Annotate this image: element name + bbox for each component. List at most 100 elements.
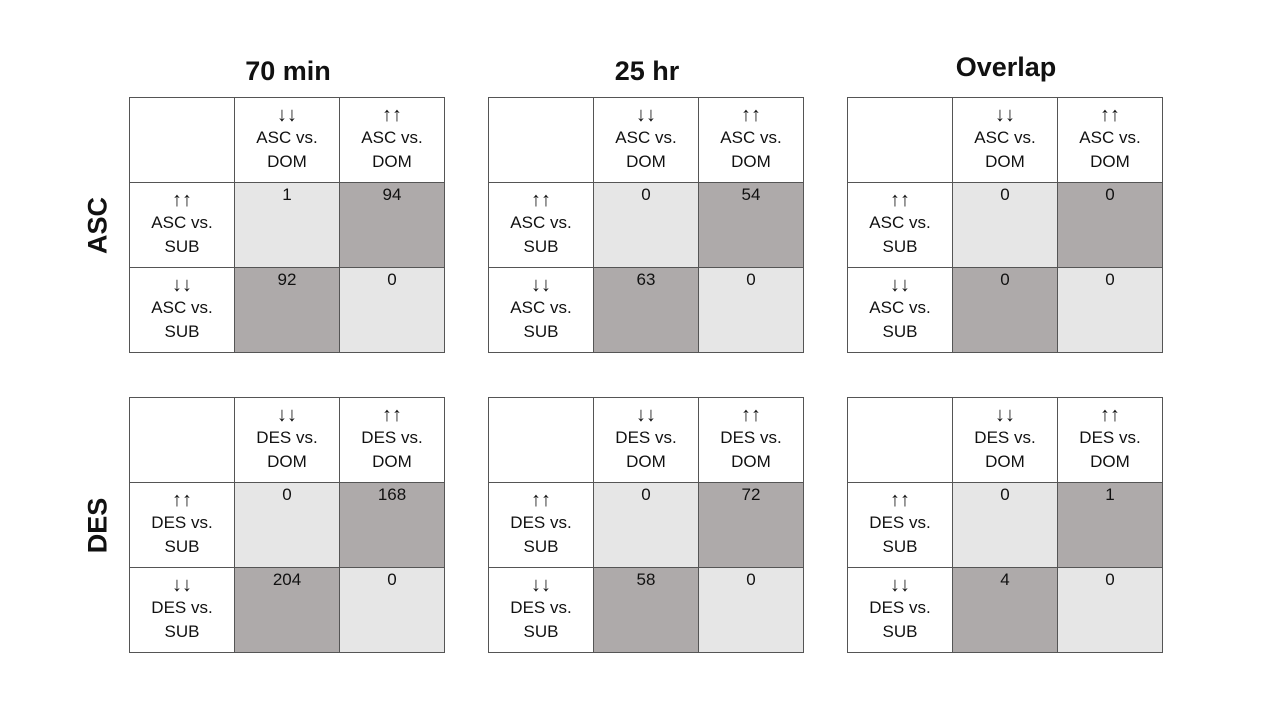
row-header-up: ↑↑ DES vs. SUB [129,482,235,568]
header-line-2: SUB [164,537,200,556]
arrow-icon: ↓↓ [890,574,910,596]
header-line-1: ASC vs. [869,213,931,232]
header-line-1: DES vs. [869,513,931,532]
header-line-1: DES vs. [256,428,318,447]
arrow-icon: ↓↓ [531,274,551,296]
header-line-2: SUB [523,237,559,256]
header-line-1: ASC vs. [869,298,931,317]
arrow-icon: ↑↑ [890,489,910,511]
header-line-1: DES vs. [151,598,213,617]
header-line-1: ASC vs. [1079,128,1141,147]
col-header-up: ↑↑ DES vs. DOM [339,397,445,483]
row-header-down: ↓↓ ASC vs. SUB [129,267,235,353]
row-header-down: ↓↓ DES vs. SUB [129,567,235,653]
value-cell: 0 [698,567,804,653]
header-line-2: DOM [1090,452,1130,471]
corner-cell [129,97,235,183]
row-header-up: ↑↑ ASC vs. SUB [847,182,953,268]
value-cell: 0 [1057,267,1163,353]
column-title-25hr: 25 hr [614,56,680,86]
value-cell: 168 [339,482,445,568]
header-line-2: SUB [164,237,200,256]
header-line-1: ASC vs. [510,298,572,317]
header-line-1: ASC vs. [151,298,213,317]
header-line-2: DOM [985,452,1025,471]
value-cell: 1 [1057,482,1163,568]
header-line-2: SUB [882,622,918,641]
row-header-down: ↓↓ DES vs. SUB [847,567,953,653]
col-header-down: ↓↓ DES vs. DOM [593,397,699,483]
arrow-icon: ↑↑ [172,189,192,211]
arrow-icon: ↓↓ [995,104,1015,126]
col-header-down: ↓↓ DES vs. DOM [234,397,340,483]
arrow-icon: ↓↓ [172,274,192,296]
header-line-1: ASC vs. [151,213,213,232]
column-title-overlap: Overlap [955,52,1057,82]
header-line-2: DOM [267,152,307,171]
arrow-icon: ↓↓ [277,404,297,426]
header-line-2: SUB [882,322,918,341]
row-label-asc: ASC [82,197,113,255]
header-line-2: DOM [372,152,412,171]
header-line-1: DES vs. [510,513,572,532]
header-line-1: ASC vs. [256,128,318,147]
value-cell: 58 [593,567,699,653]
des-70min-table: ↓↓ DES vs. DOM ↑↑ DES vs. DOM ↑↑ DES vs. SUB 0 168… [129,397,445,653]
header-line-2: SUB [164,322,200,341]
header-line-2: SUB [882,537,918,556]
value-cell: 0 [698,267,804,353]
arrow-icon: ↑↑ [382,404,402,426]
header-line-2: DOM [1090,152,1130,171]
value-cell: 4 [952,567,1058,653]
column-title-70min: 70 min [245,56,331,86]
header-line-2: DOM [731,152,771,171]
value-cell: 0 [952,182,1058,268]
header-line-2: DOM [731,452,771,471]
value-cell: 0 [339,567,445,653]
value-cell: 92 [234,267,340,353]
row-header-up: ↑↑ DES vs. SUB [488,482,594,568]
col-header-up: ↑↑ ASC vs. DOM [339,97,445,183]
des-overlap-table: ↓↓ DES vs. DOM ↑↑ DES vs. DOM ↑↑ DES vs. SUB 0 1 ↓↓… [847,397,1163,653]
arrow-icon: ↑↑ [531,489,551,511]
arrow-icon: ↓↓ [636,404,656,426]
header-line-2: SUB [882,237,918,256]
header-line-1: DES vs. [1079,428,1141,447]
header-line-2: DOM [626,152,666,171]
arrow-icon: ↓↓ [890,274,910,296]
arrow-icon: ↑↑ [741,104,761,126]
arrow-icon: ↓↓ [995,404,1015,426]
arrow-icon: ↓↓ [277,104,297,126]
arrow-icon: ↑↑ [741,404,761,426]
header-line-1: ASC vs. [615,128,677,147]
col-header-up: ↑↑ ASC vs. DOM [1057,97,1163,183]
asc-25hr-table: ↓↓ ASC vs. DOM ↑↑ ASC vs. DOM ↑↑ ASC vs. SUB 0 54 ↓… [488,97,804,353]
row-header-up: ↑↑ DES vs. SUB [847,482,953,568]
row-header-up: ↑↑ ASC vs. SUB [488,182,594,268]
header-line-1: DES vs. [974,428,1036,447]
value-cell: 0 [1057,182,1163,268]
header-line-1: ASC vs. [974,128,1036,147]
value-cell: 0 [1057,567,1163,653]
row-header-down: ↓↓ DES vs. SUB [488,567,594,653]
value-cell: 0 [234,482,340,568]
asc-70min-table: ↓↓ ASC vs. DOM ↑↑ ASC vs. DOM ↑↑ ASC vs. SUB 1 94 ↓… [129,97,445,353]
header-line-1: DES vs. [510,598,572,617]
value-cell: 204 [234,567,340,653]
header-line-2: DOM [985,152,1025,171]
arrow-icon: ↑↑ [1100,404,1120,426]
col-header-down: ↓↓ ASC vs. DOM [593,97,699,183]
header-line-1: DES vs. [361,428,423,447]
col-header-down: ↓↓ ASC vs. DOM [952,97,1058,183]
header-line-1: ASC vs. [361,128,423,147]
header-line-2: DOM [267,452,307,471]
arrow-icon: ↑↑ [890,189,910,211]
col-header-down: ↓↓ ASC vs. DOM [234,97,340,183]
arrow-icon: ↑↑ [531,189,551,211]
col-header-down: ↓↓ DES vs. DOM [952,397,1058,483]
header-line-2: SUB [523,537,559,556]
arrow-icon: ↓↓ [636,104,656,126]
header-line-1: DES vs. [615,428,677,447]
value-cell: 0 [593,482,699,568]
corner-cell [847,97,953,183]
